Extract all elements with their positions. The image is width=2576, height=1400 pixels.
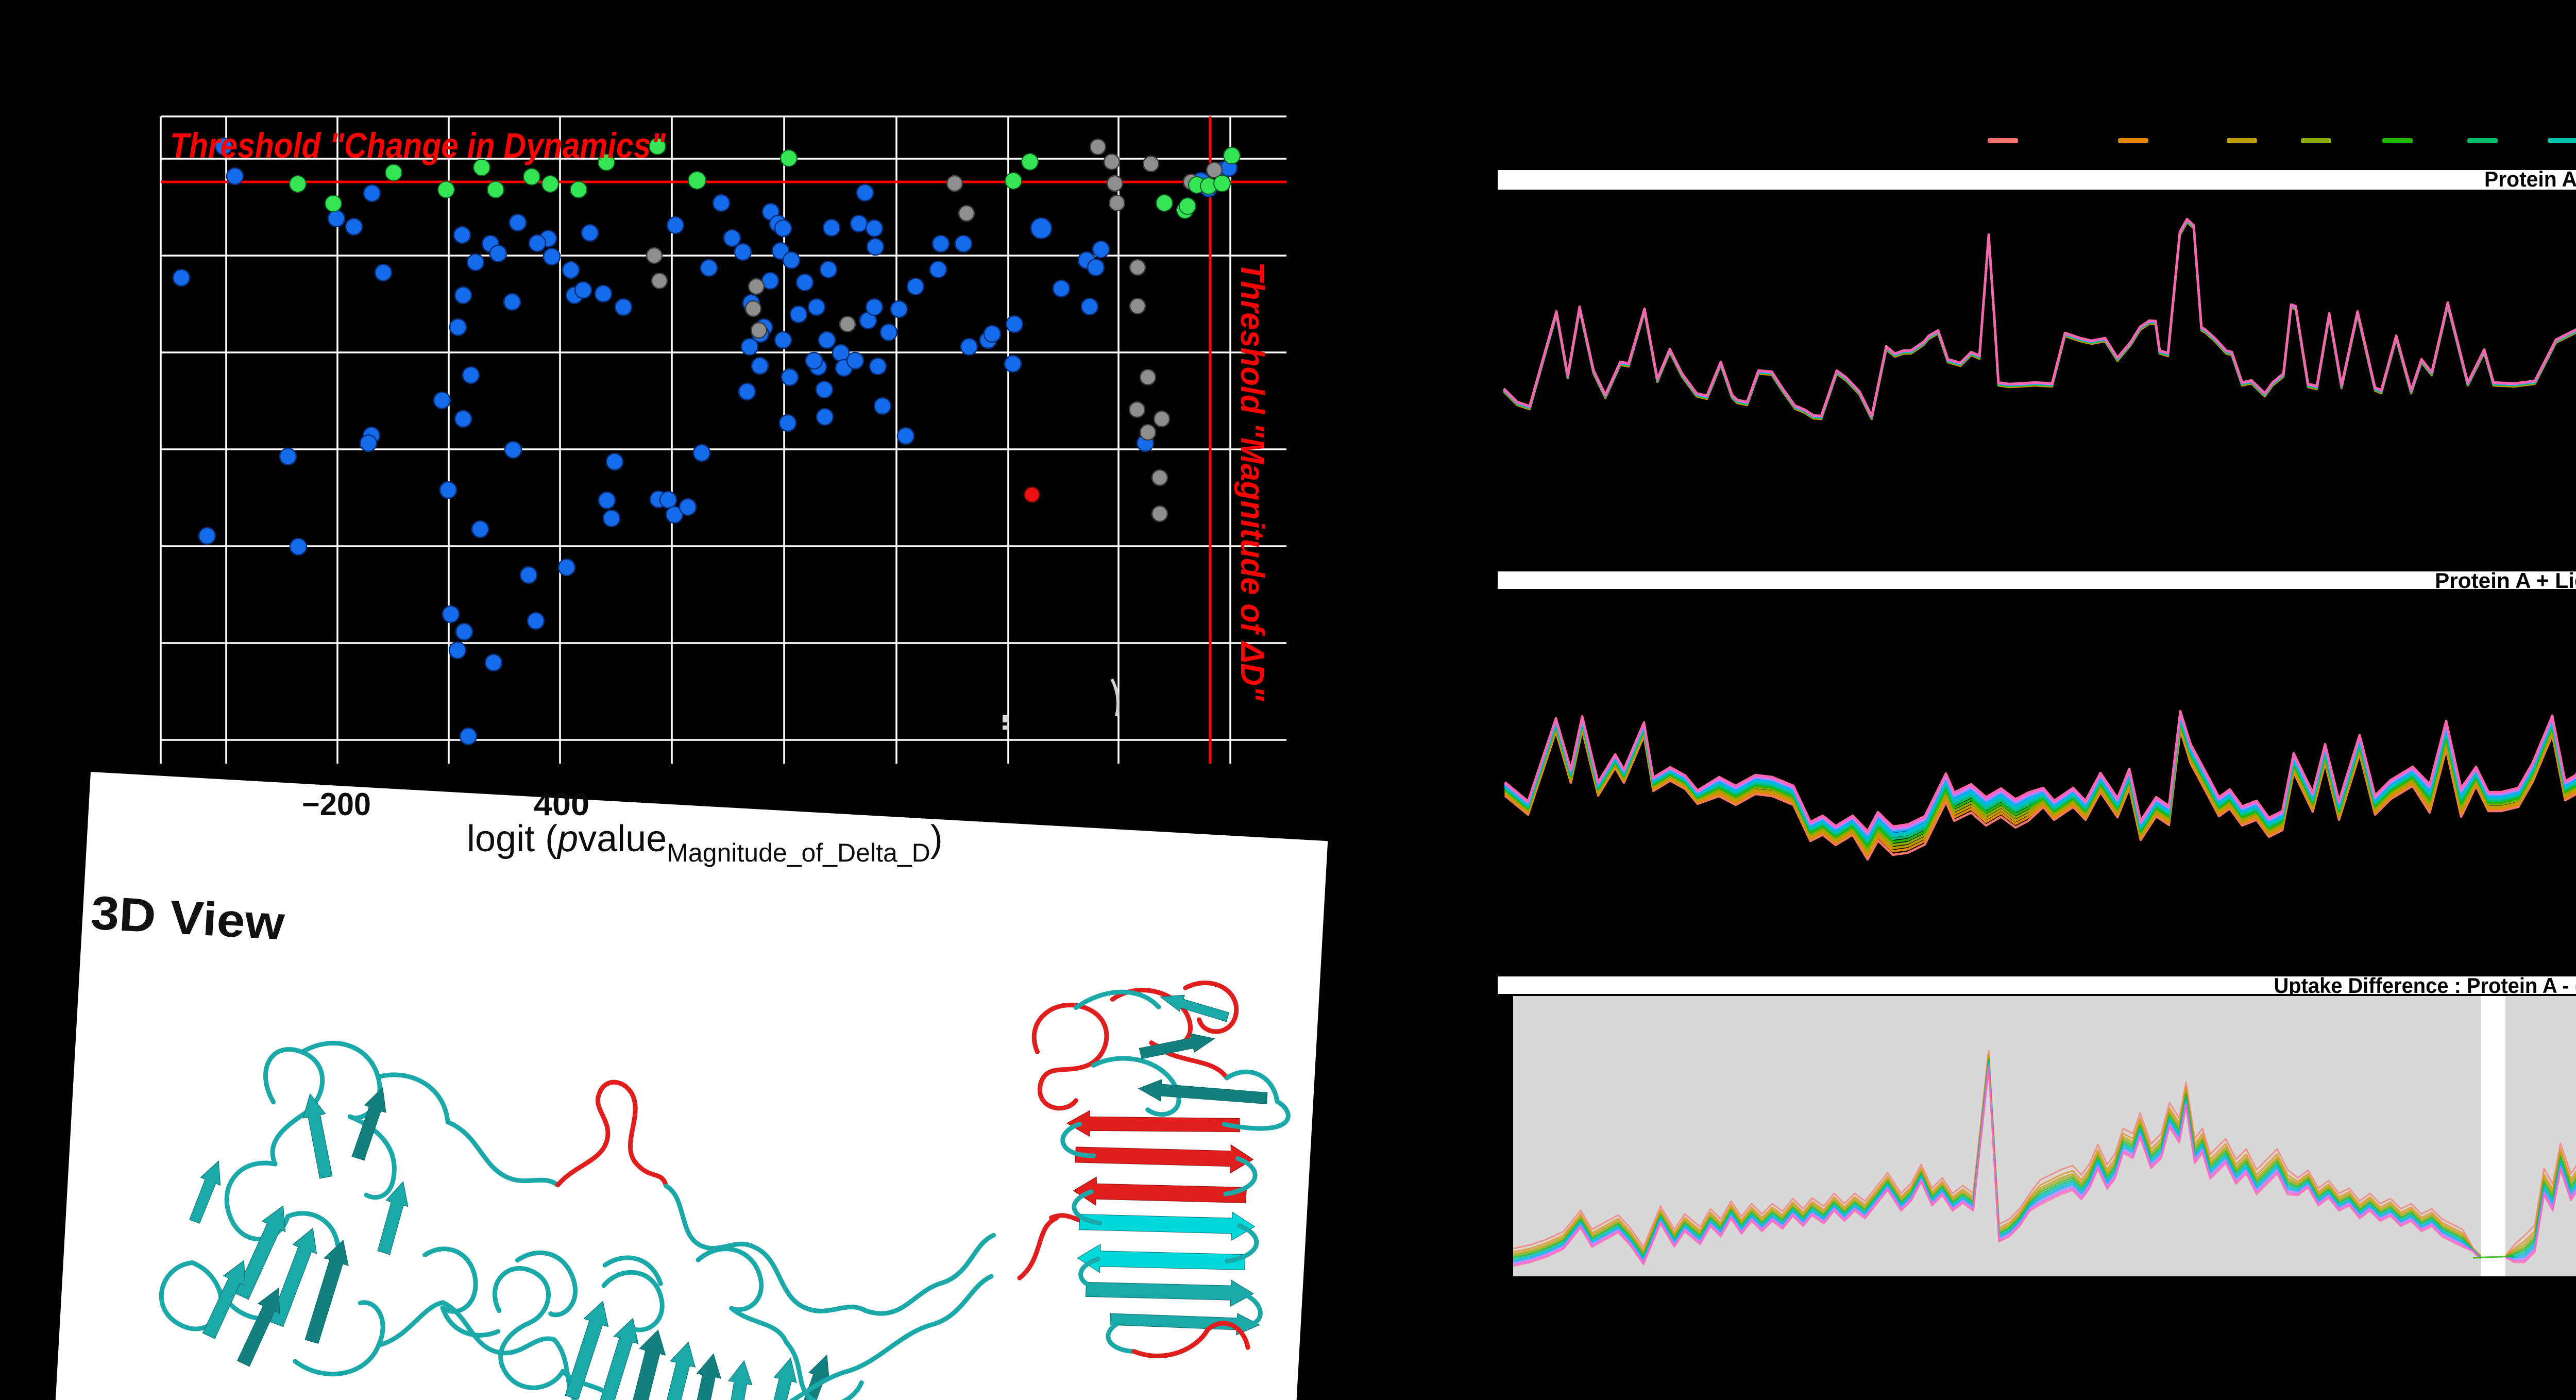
svg-text:Threshold "Change in Dynamics": Threshold "Change in Dynamics" [170, 126, 666, 165]
svg-text:Uptake Difference : Protein A: Uptake Difference : Protein A - (Protein… [2274, 973, 2576, 998]
svg-text:Threshold "Magnitude of ΔD": Threshold "Magnitude of ΔD" [1234, 262, 1271, 701]
svg-text:−200: −200 [302, 787, 371, 822]
svg-text:400: 400 [534, 787, 589, 822]
svg-text:3D View: 3D View [90, 887, 286, 950]
svg-text:Protein A + Ligand: Protein A + Ligand [2435, 568, 2576, 593]
svg-text:Protein A: Protein A [2484, 167, 2576, 191]
